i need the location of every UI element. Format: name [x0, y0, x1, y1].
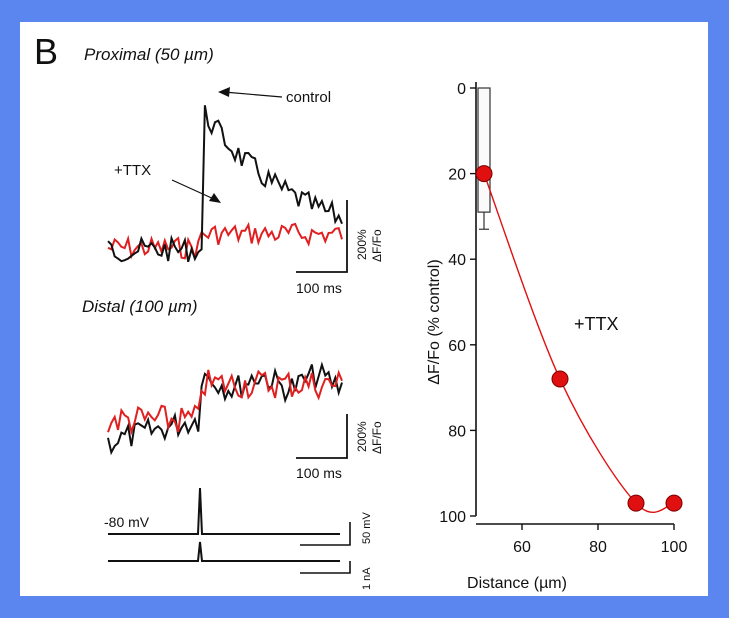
proximal-scale-y-value: 200% [355, 229, 369, 260]
proximal-scale-bar [296, 200, 348, 273]
x-tick-label: 100 [661, 539, 688, 556]
distal-scale-y-unit: ΔF/Fo [370, 421, 384, 454]
control-arrowhead [218, 87, 230, 97]
figure-panel: B Proximal (50 µm) Distal (100 µm) contr… [20, 22, 708, 596]
current-scale-label: 1 nA [361, 567, 373, 590]
ttx-arrow-line [171, 179, 217, 201]
distal-scale-y-value: 200% [355, 421, 369, 452]
proximal-title: Proximal (50 µm) [84, 45, 214, 64]
data-points [475, 165, 683, 512]
data-point [551, 370, 569, 388]
x-axis-label: Distance (µm) [467, 575, 567, 592]
ttx-arrowhead [209, 193, 221, 203]
proximal-scale-x: 100 ms [296, 280, 342, 296]
distal-control-trace [107, 361, 343, 456]
proximal-control-trace [107, 105, 343, 263]
distal-scale-x: 100 ms [296, 465, 342, 481]
proximal-scale-y-unit: ΔF/Fo [370, 229, 384, 262]
control-bar [477, 87, 491, 213]
data-point [665, 494, 683, 512]
chart-axes: 0 20 40 60 80 100 60 80 100 [439, 81, 687, 556]
current-scale-bar [300, 561, 351, 574]
voltage-scale-bar [300, 522, 351, 546]
voltage-trace [108, 487, 340, 535]
y-axis-label: ΔF/Fo (% control) [426, 259, 443, 384]
panel-label: B [34, 31, 58, 72]
holding-potential-label: -80 mV [104, 514, 150, 530]
x-tick-label: 80 [589, 539, 607, 556]
y-tick-label: 80 [448, 423, 466, 440]
distal-title: Distal (100 µm) [82, 297, 198, 316]
control-arrow-line [223, 91, 283, 98]
proximal-ttx-trace [107, 221, 343, 260]
data-point [475, 165, 493, 183]
y-tick-label: 40 [448, 252, 466, 269]
voltage-scale-label: 50 mV [361, 512, 373, 544]
y-tick-label: 0 [457, 81, 466, 98]
chart-annotation: +TTX [574, 314, 619, 334]
y-tick-label: 60 [448, 338, 466, 355]
distal-ttx-trace [107, 369, 343, 436]
control-bar-group [477, 87, 491, 230]
data-point [627, 494, 645, 512]
distal-scale-bar [296, 414, 348, 459]
figure-canvas: B Proximal (50 µm) Distal (100 µm) contr… [34, 31, 687, 592]
x-tick-label: 60 [513, 539, 531, 556]
y-tick-label: 100 [439, 509, 466, 526]
y-tick-label: 20 [448, 167, 466, 184]
control-label: control [286, 89, 331, 106]
distance-chart: 0 20 40 60 80 100 60 80 100 +TTX Distance (µm) Δ… [426, 81, 687, 592]
fit-curve [483, 173, 675, 513]
current-trace [108, 541, 340, 562]
ttx-trace-label: +TTX [114, 162, 151, 179]
